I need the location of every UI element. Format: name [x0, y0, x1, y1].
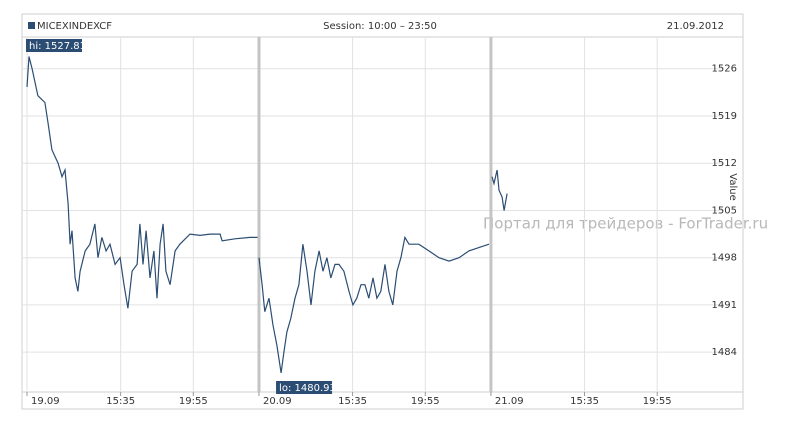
title-icon [28, 22, 35, 29]
extreme-label: lo: 1480.93 [276, 381, 336, 394]
x-tick-label: 19.09 [31, 396, 60, 407]
price-line [26, 56, 508, 373]
x-tick-label: 15:35 [106, 396, 135, 407]
y-tick-label: 1526 [712, 64, 737, 75]
y-tick-label: 1498 [712, 253, 737, 264]
extreme-label-box [26, 39, 82, 52]
y-tick-label: 1505 [712, 205, 737, 216]
extreme-label: hi: 1527.81 [26, 39, 86, 52]
x-tick-label: 20.09 [263, 396, 292, 407]
extreme-label-box [276, 381, 333, 394]
y-axis-title: Value [727, 173, 738, 200]
x-tick-label: 19:55 [179, 396, 208, 407]
watermark: Портал для трейдеров - ForTrader.ru [483, 215, 768, 233]
y-tick-label: 1512 [712, 158, 737, 169]
x-tick-label: 15:35 [338, 396, 367, 407]
x-tick-label: 19:55 [411, 396, 440, 407]
extreme-label-text: hi: 1527.81 [29, 41, 86, 52]
date: 21.09.2012 [667, 21, 724, 32]
chart-title: MICEXINDEXCF [37, 21, 112, 32]
chart-frame [21, 13, 744, 410]
x-tick-label: 21.09 [495, 396, 524, 407]
plot-area [21, 36, 744, 393]
session: Session: 10:00 – 23:50 [323, 21, 437, 32]
y-tick-label: 1484 [712, 347, 737, 358]
y-tick-label: 1519 [712, 111, 737, 122]
y-tick-label: 1491 [712, 300, 737, 311]
x-tick-label: 19:55 [643, 396, 672, 407]
extreme-label-text: lo: 1480.93 [279, 383, 336, 394]
x-tick-label: 15:35 [570, 396, 599, 407]
